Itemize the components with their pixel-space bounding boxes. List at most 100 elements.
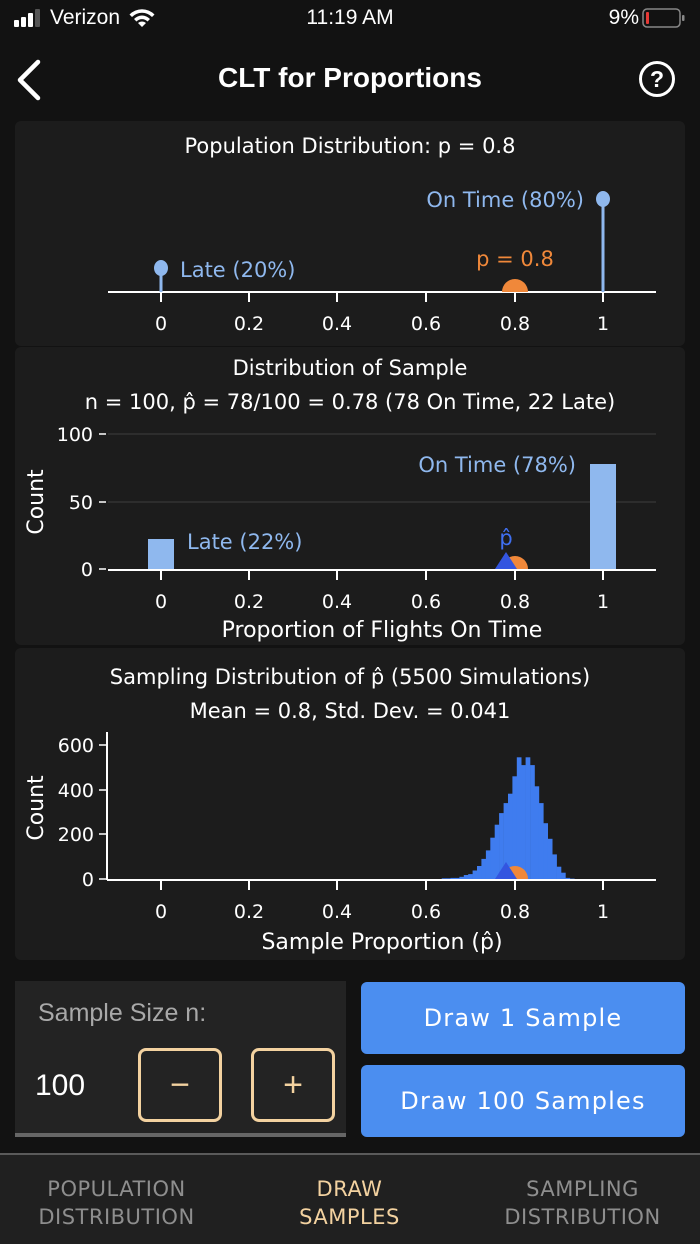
histogram-bar (454, 877, 460, 879)
histogram-bar (538, 803, 544, 879)
draw-100-samples-button[interactable]: Draw 100 Samples (361, 1065, 685, 1137)
tab-population-distribution[interactable]: POPULATION DISTRIBUTION (0, 1175, 233, 1231)
back-button[interactable] (12, 58, 46, 102)
tab-bar: POPULATION DISTRIBUTION DRAW SAMPLES SAM… (0, 1153, 700, 1244)
ontime-label: On Time (80%) (426, 188, 584, 212)
p-marker (502, 279, 528, 292)
svg-text:0.2: 0.2 (234, 901, 264, 923)
signal-icon (14, 9, 40, 27)
svg-text:50: 50 (69, 492, 93, 514)
chevron-left-icon (17, 59, 41, 101)
p-hat-label: p̂ (499, 526, 512, 550)
histogram-bar (481, 858, 487, 879)
sample-chart-subtitle: n = 100, p̂ = 78/100 = 0.78 (78 On Time,… (85, 390, 615, 414)
histogram-bar (565, 877, 571, 879)
tab-draw-samples[interactable]: DRAW SAMPLES (233, 1175, 466, 1231)
histogram-bar (525, 757, 531, 879)
population-chart-panel: Population Distribution: p = 0.8 0 0.2 0… (15, 121, 685, 346)
histogram-bar (472, 870, 478, 879)
histogram-bar (446, 878, 451, 879)
svg-text:?: ? (650, 66, 664, 92)
svg-text:0.8: 0.8 (500, 901, 530, 923)
sampling-distribution-chart: Sampling Distribution of p̂ (5500 Simula… (24, 665, 656, 955)
x-ticks (160, 292, 604, 302)
histogram-bar (543, 823, 548, 879)
ontime-bar (590, 464, 616, 569)
late-label: Late (20%) (180, 258, 295, 282)
histogram-bar (512, 776, 518, 879)
decrement-button[interactable]: − (138, 1048, 222, 1122)
population-chart-title: Population Distribution: p = 0.8 (185, 134, 516, 158)
x-ticks (160, 880, 604, 890)
svg-text:0: 0 (155, 591, 167, 613)
histogram-bar (477, 866, 482, 879)
sample-size-control: Sample Size n: 100 − + (15, 981, 346, 1137)
y-ticks (99, 433, 106, 570)
x-tick-labels: 0 0.2 0.4 0.6 0.8 1 (155, 313, 609, 335)
status-right: 9% (609, 6, 686, 30)
p-hat-marker (495, 552, 517, 569)
svg-text:400: 400 (58, 780, 94, 802)
histogram-bar (450, 877, 456, 879)
ontime-stem-dot (596, 191, 610, 207)
histogram-bar (490, 837, 495, 879)
p-marker-label: p = 0.8 (476, 247, 554, 271)
sampling-distribution-panel: Sampling Distribution of p̂ (5500 Simula… (15, 648, 685, 960)
help-button[interactable]: ? (638, 60, 676, 98)
histogram-bar (547, 838, 553, 879)
p-hat-marker (495, 862, 517, 879)
svg-text:0.4: 0.4 (322, 901, 352, 923)
histogram-bar (521, 765, 526, 879)
svg-text:0.2: 0.2 (234, 313, 264, 335)
battery-percent: 9% (608, 6, 639, 29)
svg-text:1: 1 (597, 901, 609, 923)
svg-text:0.8: 0.8 (500, 313, 530, 335)
population-chart: Population Distribution: p = 0.8 0 0.2 0… (108, 134, 656, 335)
svg-text:0.6: 0.6 (411, 313, 441, 335)
svg-text:600: 600 (58, 735, 94, 757)
histogram-bar (556, 866, 562, 879)
y-tick-labels: 600 400 200 0 (58, 735, 94, 891)
histogram-bar (534, 786, 540, 879)
histogram-bar (459, 876, 465, 879)
battery-icon (642, 8, 685, 28)
page-title: CLT for Proportions (218, 62, 482, 93)
svg-text:0: 0 (81, 559, 93, 581)
histogram-bar (494, 824, 500, 879)
nav-bar: CLT for Proportions ? (0, 40, 700, 118)
svg-text:0: 0 (82, 869, 94, 891)
tab-label-line1: SAMPLING (526, 1177, 639, 1201)
x-axis-label: Sample Proportion (p̂) (261, 930, 502, 955)
late-stem-dot (154, 260, 168, 276)
histogram-bars (441, 757, 575, 879)
increment-button[interactable]: + (251, 1048, 335, 1122)
histogram-bar (516, 757, 522, 879)
svg-text:0: 0 (155, 901, 167, 923)
tab-label-line1: DRAW (316, 1177, 383, 1201)
tab-label-line2: DISTRIBUTION (504, 1205, 661, 1229)
sample-size-label: Sample Size n: (38, 999, 207, 1027)
sample-chart-title: Distribution of Sample (233, 356, 468, 380)
tab-sampling-distribution[interactable]: SAMPLING DISTRIBUTION (466, 1175, 699, 1231)
histogram-bar (503, 803, 509, 879)
histogram-bar (499, 813, 504, 879)
wifi-icon (129, 9, 155, 27)
svg-text:1: 1 (597, 591, 609, 613)
svg-text:200: 200 (58, 824, 94, 846)
svg-text:100: 100 (57, 424, 93, 446)
svg-text:0.8: 0.8 (500, 591, 530, 613)
draw-1-sample-button[interactable]: Draw 1 Sample (361, 982, 685, 1054)
y-tick-labels: 100 50 0 (57, 424, 93, 581)
sample-chart: Distribution of Sample n = 100, p̂ = 78/… (24, 356, 656, 643)
y-axis-label: Count (24, 775, 49, 841)
histogram-bar (530, 765, 535, 879)
y-axis-label: Count (24, 469, 49, 535)
histogram-bar (485, 850, 491, 879)
x-tick-labels: 0 0.2 0.4 0.6 0.8 1 (155, 591, 609, 613)
tab-label-line1: POPULATION (47, 1177, 186, 1201)
histogram-bar (552, 854, 557, 879)
sampling-chart-subtitle: Mean = 0.8, Std. Dev. = 0.041 (190, 699, 511, 723)
late-bar (148, 539, 174, 569)
sample-size-value: 100 (35, 1069, 86, 1102)
svg-text:0.6: 0.6 (411, 591, 441, 613)
